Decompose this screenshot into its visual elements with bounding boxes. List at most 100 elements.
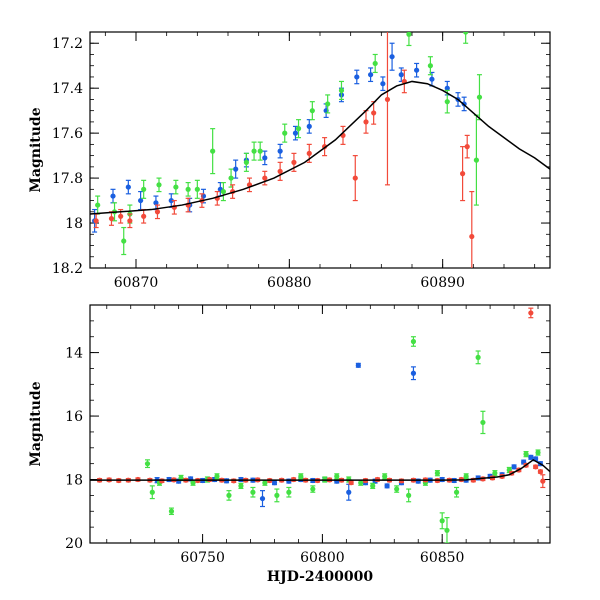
bottom-point-green — [262, 480, 268, 486]
top-point-blue — [444, 85, 450, 91]
top-point-blue — [125, 184, 131, 190]
top-point-red — [291, 159, 297, 165]
top-y-tick-label: 17.6 — [52, 126, 83, 142]
bottom-point-blue — [346, 489, 352, 495]
top-point-blue — [168, 197, 174, 204]
top-point-green — [372, 60, 378, 67]
top-point-green — [95, 202, 101, 208]
bottom-point-blue — [528, 454, 534, 460]
bottom-point-green — [214, 473, 220, 479]
top-point-green — [185, 186, 191, 192]
bottom-y-tick-label: 16 — [65, 409, 83, 425]
top-model-curve — [90, 80, 550, 215]
bottom-point-red — [348, 480, 354, 486]
top-x-tick-label: 60890 — [420, 275, 465, 291]
bottom-point-green — [238, 483, 244, 489]
top-y-tick-label: 17.4 — [52, 81, 83, 97]
bottom-point-green — [492, 470, 498, 476]
bottom-point-green — [310, 486, 316, 492]
top-point-red — [93, 218, 99, 224]
top-point-red — [306, 150, 312, 156]
bottom-point-red — [533, 464, 539, 470]
bottom-point-red — [528, 310, 534, 316]
top-series-green — [95, 32, 483, 256]
top-y-axis-title: Magnitude — [28, 107, 44, 192]
top-point-green — [220, 188, 226, 195]
top-point-red — [127, 218, 133, 224]
top-point-red — [352, 175, 358, 181]
bottom-point-green — [535, 449, 541, 456]
top-series-blue — [92, 42, 467, 233]
top-point-green — [156, 182, 162, 188]
top-y-tick-label: 17.8 — [52, 171, 83, 187]
top-point-blue — [414, 67, 420, 73]
bottom-point-green — [410, 338, 417, 345]
bottom-point-red — [540, 478, 546, 484]
top-point-green — [338, 87, 345, 94]
top-point-red — [277, 168, 283, 174]
bottom-point-blue — [410, 370, 417, 376]
top-point-blue — [233, 166, 239, 172]
top-series-red — [93, 32, 475, 268]
bottom-point-green — [434, 470, 440, 476]
bottom-point-green — [168, 508, 175, 514]
bottom-point-blue — [271, 480, 278, 486]
bottom-point-green — [358, 480, 364, 486]
top-point-blue — [262, 155, 268, 161]
top-point-green — [325, 101, 331, 107]
bottom-x-axis-title: HJD-2400000 — [267, 569, 374, 585]
top-point-blue — [389, 54, 395, 60]
bottom-point-green — [190, 480, 196, 486]
bottom-x-tick-label: 60850 — [420, 550, 465, 566]
top-point-green — [427, 63, 433, 69]
top-x-tick-label: 60880 — [267, 275, 312, 291]
top-point-blue — [110, 193, 116, 199]
bottom-series-green — [144, 336, 541, 543]
top-point-green — [476, 94, 483, 100]
top-point-green — [121, 238, 127, 244]
bottom-point-green — [463, 473, 469, 479]
bottom-point-blue — [415, 478, 421, 484]
top-point-green — [309, 108, 315, 114]
bottom-point-green — [274, 492, 280, 498]
bottom-point-green — [370, 483, 376, 489]
bottom-point-green — [406, 492, 412, 498]
bottom-y-axis-title: Magnitude — [28, 381, 44, 466]
bottom-x-tick-label: 60800 — [300, 550, 345, 566]
bottom-point-red — [537, 469, 544, 475]
top-point-blue — [354, 74, 360, 80]
top-point-red — [262, 175, 268, 181]
top-point-green — [210, 148, 216, 154]
top-plot-area — [90, 32, 550, 268]
top-x-tick-label: 60870 — [114, 275, 159, 291]
top-point-blue — [138, 197, 144, 204]
top-point-green — [295, 126, 302, 132]
bottom-point-blue — [355, 362, 361, 368]
bottom-point-blue — [259, 495, 266, 502]
top-y-tick-label: 17.2 — [52, 36, 83, 52]
top-point-blue — [292, 130, 299, 136]
bottom-point-green — [480, 419, 486, 426]
top-point-blue — [380, 81, 386, 87]
top-point-green — [282, 130, 288, 136]
top-point-green — [243, 159, 249, 165]
bottom-point-blue — [511, 464, 517, 470]
bottom-x-tick-label: 60750 — [180, 550, 225, 566]
bottom-plot-frame — [89, 304, 551, 544]
bottom-point-green — [298, 473, 304, 479]
top-point-blue — [429, 76, 435, 82]
top-plot-frame — [89, 31, 551, 269]
bottom-point-blue — [286, 478, 292, 484]
top-point-green — [473, 157, 479, 163]
top-point-blue — [277, 148, 283, 154]
bottom-point-green — [178, 475, 184, 481]
top-point-red — [118, 213, 124, 219]
bottom-point-green — [439, 518, 445, 524]
top-point-green — [257, 148, 263, 154]
top-point-green — [406, 32, 412, 37]
top-point-green — [141, 186, 147, 192]
top-point-blue — [368, 72, 374, 78]
top-point-red — [154, 209, 161, 215]
bottom-panel-full-light-curve: 60750 60800 60850 14 16 18 20 Magnitude HJD-2400… — [28, 304, 551, 585]
top-point-green — [444, 99, 450, 105]
